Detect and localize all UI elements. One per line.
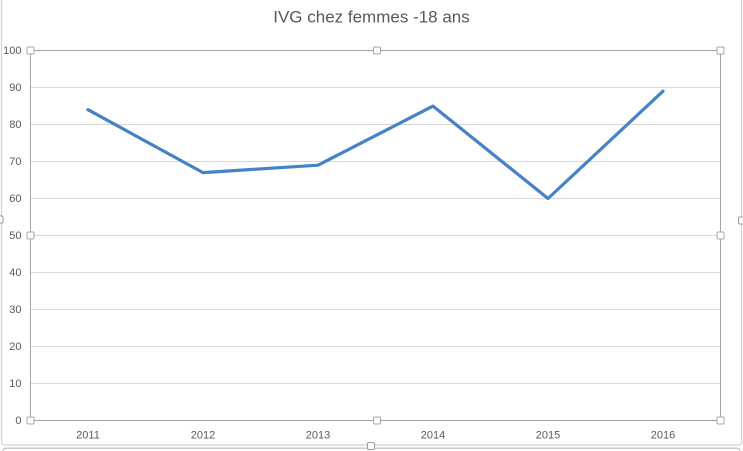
svg-text:100: 100 — [3, 45, 21, 57]
svg-text:30: 30 — [9, 304, 21, 316]
svg-text:10: 10 — [9, 378, 21, 390]
svg-text:2015: 2015 — [536, 430, 560, 442]
svg-text:60: 60 — [9, 193, 21, 205]
svg-text:2012: 2012 — [191, 430, 215, 442]
svg-text:2013: 2013 — [306, 430, 330, 442]
svg-text:20: 20 — [9, 341, 21, 353]
svg-text:2014: 2014 — [421, 430, 445, 442]
svg-text:70: 70 — [9, 156, 21, 168]
svg-text:2016: 2016 — [651, 430, 675, 442]
svg-text:80: 80 — [9, 119, 21, 131]
svg-text:40: 40 — [9, 267, 21, 279]
svg-text:IVG chez femmes -18 ans: IVG chez femmes -18 ans — [273, 8, 470, 27]
svg-text:0: 0 — [15, 415, 21, 427]
svg-text:2011: 2011 — [76, 430, 100, 442]
svg-text:90: 90 — [9, 82, 21, 94]
svg-text:50: 50 — [9, 230, 21, 242]
